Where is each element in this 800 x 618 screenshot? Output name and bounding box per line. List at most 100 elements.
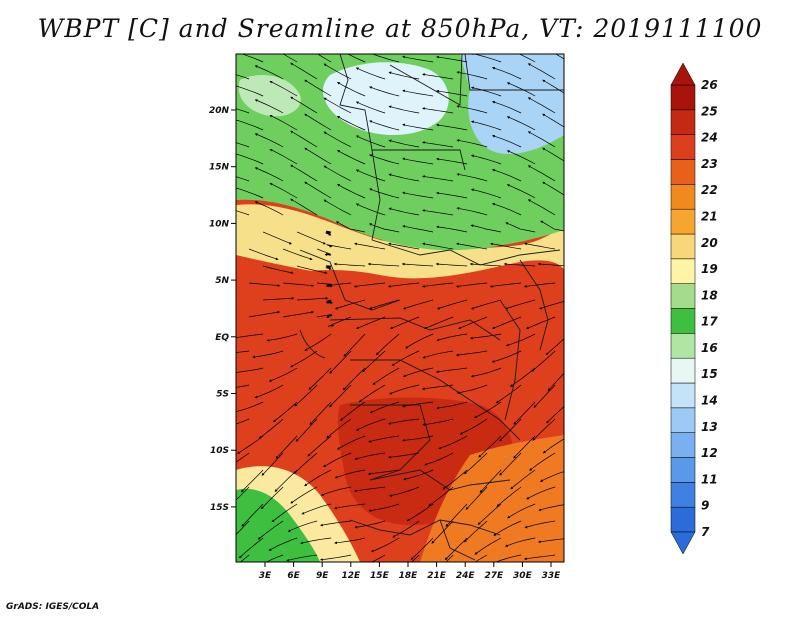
streamline [431,520,454,544]
lat-tick-label: 5N [215,276,229,286]
streamline [304,113,332,131]
streamline [290,96,318,114]
streamline [263,265,294,274]
streamline [428,486,454,507]
streamline [265,554,284,562]
colorbar-swatch [670,333,696,359]
streamline [254,133,284,148]
colorbar-label: 16 [701,341,718,355]
streamline [542,147,564,162]
streamline [527,63,556,80]
streamline [542,113,564,128]
streamline [470,299,502,310]
streamline [309,401,332,425]
streamline [491,66,522,80]
streamline [236,350,250,353]
streamline [518,54,536,63]
streamline [470,86,502,97]
streamline [355,418,386,431]
streamline [269,80,298,97]
colorbar-swatch [670,109,696,135]
streamline [355,67,386,80]
streamline [236,333,264,339]
streamline [388,452,420,459]
streamline [355,169,386,182]
colorbar-swatch [670,407,696,433]
colorbar-label: 20 [701,236,718,250]
streamline [493,520,522,536]
streamline [542,181,564,196]
streamline [504,537,536,547]
streamline [470,224,502,233]
streamline [287,520,318,532]
country-borders [299,54,564,561]
streamline [507,503,536,519]
colorbar: 7 9 11 12 13 14 15 16 17 18 19 20 21 22 23 24 25 26 [670,62,718,555]
streamline [436,89,468,97]
colorbar-label: 9 [701,499,709,513]
streamline [290,62,318,80]
streamline [333,262,366,267]
streamline [239,554,250,562]
streamline [375,333,400,356]
streamline [410,537,434,560]
colorbar-label: 14 [701,394,718,408]
colorbar-label: 17 [701,315,718,329]
streamline [334,537,366,545]
streamline [301,503,332,515]
streamline [424,452,454,466]
streamline [469,262,502,267]
streamline [422,350,454,359]
streamline [269,182,298,199]
streamline [236,84,264,97]
streamline [436,157,468,165]
lon-tick-label: 3E [259,571,272,581]
streamline [527,199,556,216]
map-field [236,54,564,562]
lat-tick-label: 10N [209,219,230,229]
colorbar-swatch [670,457,696,483]
streamline [317,314,333,319]
streamline [506,82,536,97]
streamline [336,183,366,199]
credit-label: GrADS: IGES/COLA [6,602,100,612]
streamline [358,384,386,403]
streamline [236,367,264,373]
streamline [326,418,352,439]
streamline [402,157,434,165]
streamline [422,209,454,216]
streamline [372,367,400,385]
streamline [290,164,318,182]
streamlines [236,54,564,562]
streamline [442,469,468,490]
streamline [456,242,488,250]
streamline [392,520,420,538]
streamline [402,367,434,378]
colorbar-label: 15 [701,367,718,381]
lon-tick-label: 30E [513,571,533,581]
streamline [354,242,386,250]
streamline [304,333,332,351]
streamline [236,186,264,199]
streamline [436,55,468,63]
streamline [421,282,454,288]
streamline [506,116,536,131]
streamline [436,401,468,410]
streamline [542,79,564,94]
streamline [290,130,318,148]
streamline [236,152,264,165]
streamline [297,265,328,274]
lon-tick-label: 21E [427,571,447,581]
streamline [368,503,400,512]
streamline [496,486,522,507]
streamline [523,554,556,561]
streamline [491,202,522,216]
streamline [269,148,298,165]
streamline [387,282,420,288]
colorbar-min-arrow [670,531,696,555]
streamline [336,115,366,131]
streamline [438,435,468,450]
streamline [335,221,366,233]
streamline [388,173,420,182]
